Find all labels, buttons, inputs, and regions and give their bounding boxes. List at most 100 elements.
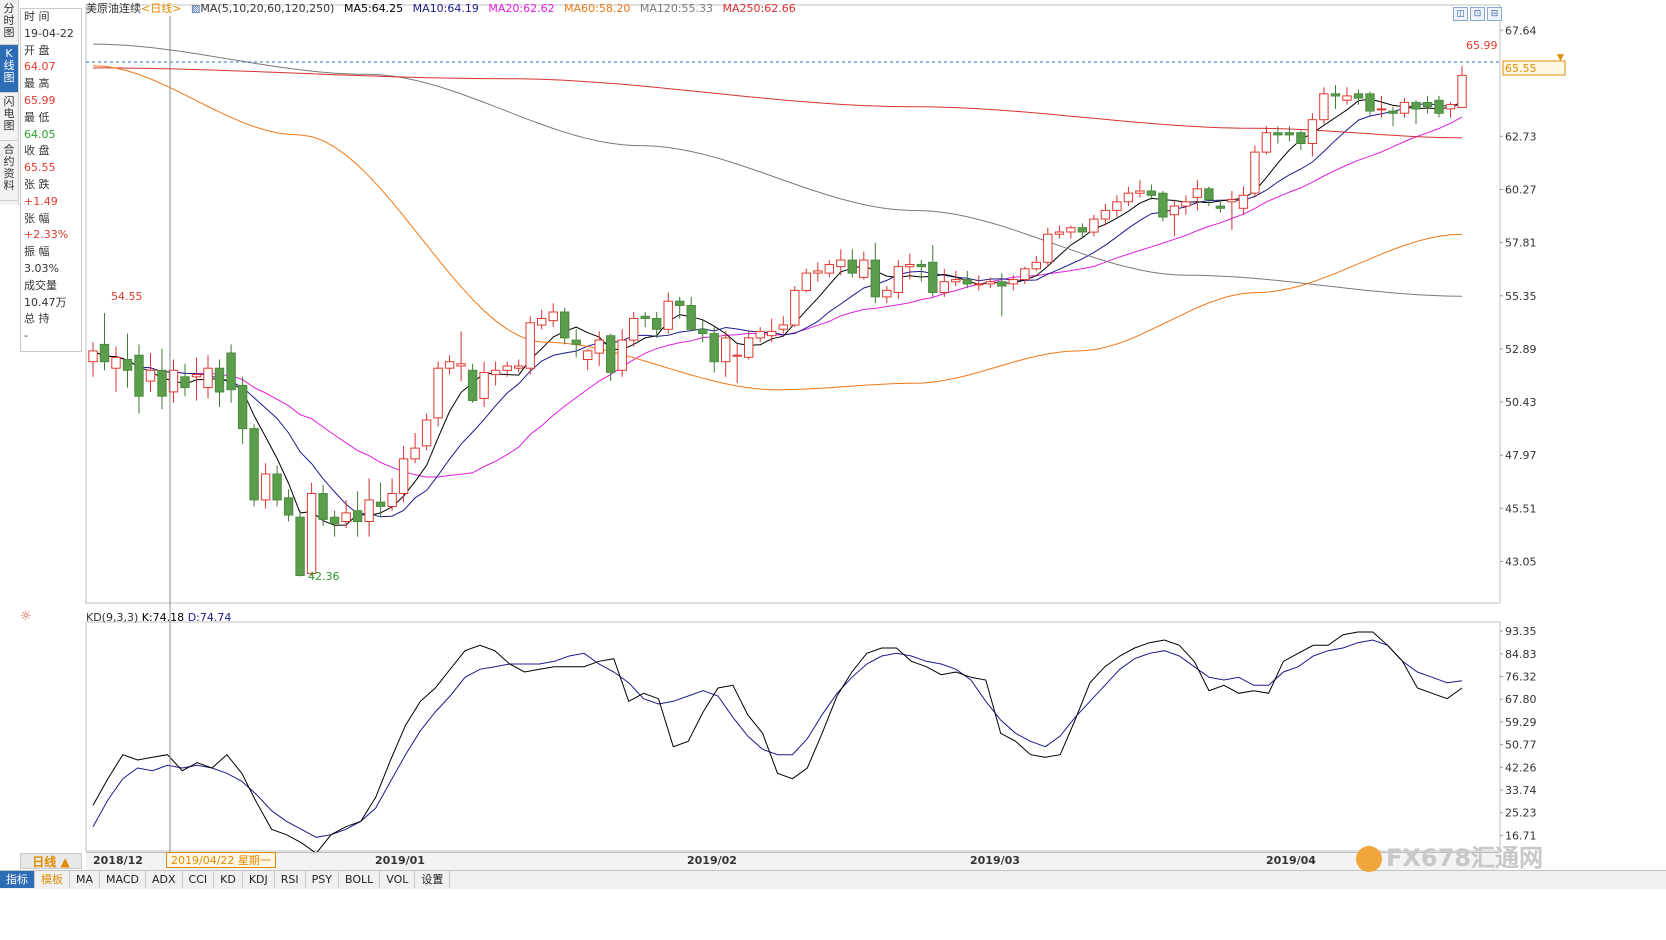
- layout-icon[interactable]: ⊡: [1470, 7, 1485, 21]
- candle-body: [1204, 188, 1214, 201]
- kd-d-line: [92, 639, 1463, 838]
- candle-body: [490, 369, 501, 376]
- info-label: 开 盘: [24, 43, 50, 57]
- ma250-line: [93, 67, 1462, 139]
- candle-body: [847, 259, 857, 274]
- info-label: 振 幅: [24, 245, 50, 259]
- toolbar-boll[interactable]: BOLL: [339, 871, 381, 888]
- kd-header: KD(9,3,3) K:74.18 D:74.74: [86, 611, 231, 624]
- info-value: 3.03%: [24, 261, 59, 275]
- current-price-label: 65.55: [1505, 62, 1537, 75]
- candle-body: [237, 384, 248, 430]
- price-axis-label: 50.43: [1505, 396, 1537, 409]
- candle-body: [790, 289, 800, 326]
- ma120-value: MA120:55.33: [639, 2, 714, 15]
- symbol-name: 美原油连续: [86, 2, 141, 15]
- candle-body: [145, 369, 156, 382]
- info-panel: 时 间 19-04-22 开 盘 64.07 最 高 65.99 最 低 64.05 收 盘 65…: [20, 8, 82, 352]
- toolbar-kd[interactable]: KD: [214, 871, 243, 888]
- candle-body: [364, 499, 374, 522]
- candle-body: [974, 283, 984, 286]
- minimize-icon[interactable]: ⊟: [1487, 7, 1502, 21]
- candle-body: [859, 259, 869, 278]
- watermark: FX678汇通网: [1356, 838, 1543, 873]
- tab-flash[interactable]: 闪电图: [0, 93, 18, 141]
- price-axis-label: 43.05: [1505, 556, 1537, 569]
- kd-lines: [92, 631, 1463, 854]
- info-value: 65.55: [24, 161, 56, 175]
- candle-body: [1020, 268, 1030, 281]
- candle-body: [813, 270, 823, 274]
- candle-body: [375, 501, 386, 507]
- toolbar-psy[interactable]: PSY: [306, 871, 339, 888]
- sun-settings-icon[interactable]: ☼: [20, 609, 32, 624]
- kd-axis-label: 76.32: [1505, 671, 1537, 684]
- candle-body: [1434, 99, 1444, 114]
- candle-body: [134, 354, 144, 397]
- candle-body: [444, 361, 455, 369]
- candle-body: [1238, 194, 1249, 209]
- period-label: <日线>: [141, 2, 182, 15]
- toolbar-indicators[interactable]: 指标: [0, 871, 35, 888]
- candle-body: [191, 374, 202, 378]
- candle-body: [744, 337, 754, 358]
- candle-body: [1043, 233, 1053, 263]
- candle-body: [467, 369, 478, 401]
- candle-body: [1135, 190, 1145, 194]
- candle-body: [1008, 279, 1018, 285]
- tab-timeshare[interactable]: 分时图: [0, 0, 18, 45]
- toolbar-kdj[interactable]: KDJ: [243, 871, 275, 888]
- x-label: 2019/02: [687, 854, 737, 867]
- candle-body: [721, 337, 731, 363]
- toolbar-vol[interactable]: VOL: [380, 871, 416, 888]
- price-arrow-icon[interactable]: ▼: [1557, 53, 1564, 63]
- toolbar-settings[interactable]: 设置: [415, 871, 451, 888]
- info-label: 最 高: [24, 77, 50, 91]
- info-value: 65.99: [24, 93, 56, 107]
- candle-body: [836, 259, 846, 268]
- window-buttons: ◫ ⊡ ⊟: [1453, 1, 1504, 21]
- tab-kline[interactable]: K线图: [0, 45, 18, 93]
- toolbar-templates[interactable]: 模板: [35, 871, 70, 888]
- candle-body: [203, 367, 213, 389]
- candle-body: [168, 369, 179, 393]
- candle-body: [410, 447, 420, 460]
- candle-body: [1261, 132, 1272, 153]
- candle-body: [1054, 231, 1065, 235]
- ma5-value: MA5:64.25: [343, 2, 404, 15]
- toolbar-macd[interactable]: MACD: [100, 871, 146, 888]
- ma60-value: MA60:58.20: [564, 2, 631, 15]
- period-button[interactable]: 日线 ▲: [20, 853, 82, 869]
- toolbar-ma[interactable]: MA: [70, 871, 101, 888]
- info-value: +1.49: [24, 194, 58, 208]
- restore-icon[interactable]: ◫: [1453, 7, 1468, 21]
- candle-body: [1342, 95, 1352, 101]
- candle-body: [1376, 108, 1387, 111]
- price-axis-label: 62.73: [1505, 130, 1537, 143]
- candle-body: [1319, 93, 1329, 121]
- candle-body: [882, 289, 892, 298]
- candle-body: [1100, 209, 1111, 220]
- info-value: 64.07: [24, 60, 56, 74]
- candle-body: [1365, 93, 1375, 112]
- tab-contract-info[interactable]: 合约资料: [0, 141, 18, 201]
- toolbar-adx[interactable]: ADX: [146, 871, 183, 888]
- candle-body: [479, 372, 489, 399]
- left-vertical-tabs: 分时图 K线图 闪电图 合约资料: [0, 0, 19, 205]
- watermark-text: FX678汇通网: [1386, 844, 1543, 872]
- candle-body: [329, 516, 340, 525]
- candle-body: [755, 330, 765, 339]
- price-axis-label: 55.35: [1505, 290, 1537, 303]
- price-axis-label: 67.64: [1505, 24, 1537, 37]
- toolbar-cci[interactable]: CCI: [183, 871, 215, 888]
- candle-body: [1296, 132, 1306, 144]
- candle-body: [1284, 132, 1295, 136]
- candle-body: [272, 473, 282, 501]
- info-label: 收 盘: [24, 144, 50, 158]
- candle-body: [1250, 151, 1260, 194]
- candle-body: [1215, 205, 1226, 209]
- toolbar-rsi[interactable]: RSI: [275, 871, 306, 888]
- candle-body: [1422, 101, 1433, 108]
- candle-body: [617, 339, 627, 371]
